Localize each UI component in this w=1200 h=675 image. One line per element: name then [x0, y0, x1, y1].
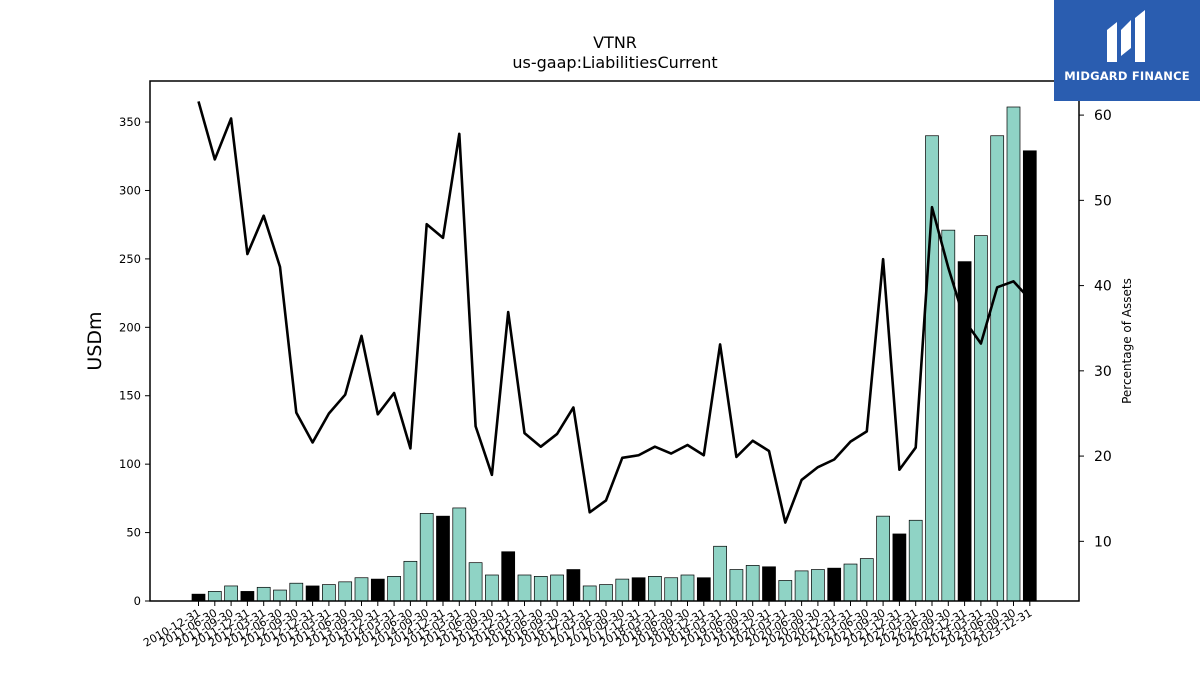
bar — [713, 545, 727, 602]
plot-frame — [149, 80, 1080, 602]
y-tick-label: 100 — [119, 457, 141, 471]
y2-tick-label: 40 — [1094, 279, 1112, 295]
bar — [1006, 106, 1021, 602]
bar — [811, 569, 825, 602]
y-tick-label: 150 — [119, 389, 141, 403]
bar — [191, 593, 206, 602]
bar — [517, 574, 532, 602]
bar — [256, 586, 271, 602]
bar — [827, 567, 842, 602]
bar — [224, 585, 238, 602]
bar — [859, 558, 874, 602]
bar — [599, 584, 613, 602]
y-tick-label: 50 — [126, 526, 141, 540]
bar — [1022, 150, 1037, 602]
bar — [925, 135, 939, 602]
bar — [615, 578, 630, 602]
y-axis-left: 0 50 100 150 200 250 300 350 — [119, 115, 150, 608]
bar — [289, 582, 304, 602]
bar — [533, 576, 548, 602]
bar — [305, 585, 320, 602]
bar — [419, 513, 434, 602]
bar — [680, 574, 695, 602]
bar — [696, 577, 711, 602]
bar — [338, 581, 353, 602]
bar — [729, 569, 744, 602]
logo-text: MIDGARD FINANCE — [1064, 69, 1190, 83]
y-tick-label: 0 — [134, 594, 141, 608]
bar — [648, 576, 662, 602]
bar — [452, 507, 467, 602]
bar — [485, 574, 499, 602]
bar — [990, 135, 1005, 602]
bar — [468, 562, 483, 602]
bar — [843, 563, 858, 602]
bar — [631, 577, 646, 602]
y2-tick-label: 30 — [1094, 364, 1112, 380]
bar — [794, 570, 809, 602]
midgard-finance-logo: MIDGARD FINANCE — [1054, 0, 1200, 101]
y2-tick-label: 20 — [1094, 449, 1112, 465]
y-tick-label: 300 — [119, 183, 141, 197]
bar — [778, 580, 793, 602]
bar — [908, 519, 923, 602]
midgard-logo-icon — [1107, 10, 1145, 62]
bar — [566, 569, 581, 602]
bar — [240, 591, 255, 602]
bar — [436, 515, 450, 602]
bar — [876, 515, 890, 602]
bar — [957, 261, 972, 602]
x-axis: 2010-12-312011-06-302011-09-302011-12-31… — [141, 601, 1034, 650]
bar — [207, 591, 222, 602]
y2-tick-label: 60 — [1094, 108, 1112, 124]
y-tick-label: 350 — [119, 115, 141, 129]
bar — [550, 574, 564, 602]
chart-subtitle: us-gaap:LiabilitiesCurrent — [512, 53, 717, 72]
bar — [582, 585, 597, 602]
bar — [403, 560, 418, 602]
chart-title: VTNR — [593, 33, 637, 52]
bar — [762, 566, 776, 602]
bar — [322, 584, 336, 602]
y-axis-right: 10 20 30 40 50 60 — [1079, 108, 1112, 550]
y-axis-label: USDm — [84, 311, 106, 370]
bar — [892, 533, 907, 602]
bar — [354, 577, 369, 602]
bar — [370, 578, 385, 602]
y2-tick-label: 10 — [1094, 534, 1112, 550]
bar — [387, 576, 401, 602]
bar — [974, 235, 988, 602]
y-tick-label: 250 — [119, 252, 141, 266]
bar — [745, 565, 760, 602]
y2-axis-label: Percentage of Assets — [1120, 278, 1134, 404]
bar-series — [191, 106, 1037, 602]
percent-of-assets-line — [197, 101, 1031, 524]
y-tick-label: 200 — [119, 320, 141, 334]
y2-tick-label: 50 — [1094, 193, 1112, 209]
line-series — [197, 101, 1031, 524]
bar — [664, 577, 679, 602]
bar — [501, 551, 516, 602]
bar — [273, 589, 287, 602]
